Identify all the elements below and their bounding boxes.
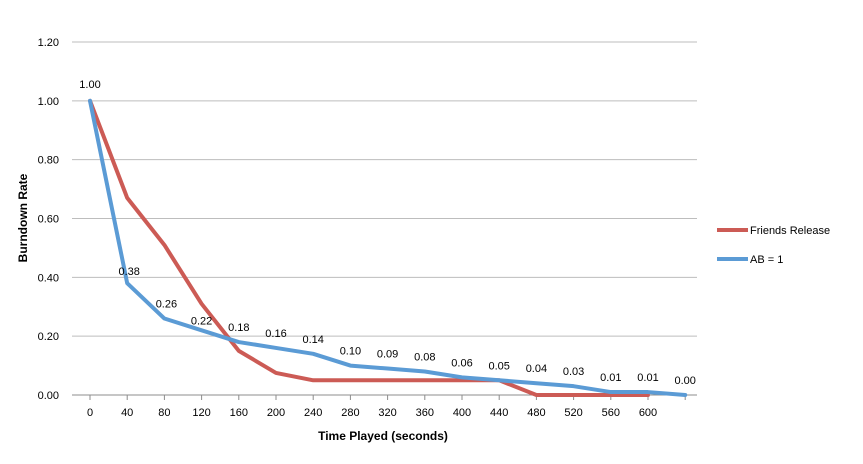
data-labels: 1.00 0.38 0.26 0.22 0.18 0.16 0.14 0.10 0.09 0.08… xyxy=(79,79,696,387)
y-tick-label: 1.00 xyxy=(38,96,59,108)
legend: Friends Release AB = 1 xyxy=(717,225,830,266)
y-tick-label: 0.00 xyxy=(38,390,59,402)
x-tick-label: 600 xyxy=(639,407,657,419)
series-line-friends-release xyxy=(88,98,650,397)
gridlines xyxy=(72,41,697,396)
x-tick-label: 440 xyxy=(490,407,508,419)
x-tick-label: 80 xyxy=(158,407,170,419)
data-label: 0.01 xyxy=(600,372,621,384)
x-tick-label: 560 xyxy=(602,407,620,419)
data-label: 0.18 xyxy=(228,322,249,334)
data-label: 0.01 xyxy=(637,372,658,384)
data-label: 0.06 xyxy=(451,357,472,369)
y-axis-ticks: 0.00 0.20 0.40 0.60 0.80 1.00 1.20 xyxy=(38,37,59,402)
data-label: 0.09 xyxy=(377,349,398,361)
legend-label: Friends Release xyxy=(750,225,830,237)
data-label: 0.03 xyxy=(563,366,584,378)
data-label: 0.00 xyxy=(674,375,695,387)
data-label: 0.26 xyxy=(156,299,177,311)
x-tick-label: 480 xyxy=(527,407,545,419)
data-label: 0.05 xyxy=(488,360,509,372)
x-tick-label: 360 xyxy=(416,407,434,419)
x-tick-label: 0 xyxy=(87,407,93,419)
data-label: 0.04 xyxy=(526,363,547,375)
x-tick-label: 400 xyxy=(453,407,471,419)
x-tick-label: 200 xyxy=(267,407,285,419)
y-tick-label: 1.20 xyxy=(38,37,59,49)
series-line-ab-1 xyxy=(88,98,688,397)
x-tick-label: 280 xyxy=(341,407,359,419)
y-tick-label: 0.40 xyxy=(38,272,59,284)
data-label: 1.00 xyxy=(79,79,100,91)
y-tick-label: 0.80 xyxy=(38,155,59,167)
x-tick-label: 160 xyxy=(230,407,248,419)
legend-label: AB = 1 xyxy=(750,254,783,266)
y-axis-title: Burndown Rate xyxy=(16,173,30,262)
x-tick-label: 120 xyxy=(192,407,210,419)
data-label: 0.08 xyxy=(414,351,435,363)
x-tick-label: 240 xyxy=(304,407,322,419)
y-tick-label: 0.60 xyxy=(38,214,59,226)
x-tick-label: 520 xyxy=(564,407,582,419)
x-tick-label: 40 xyxy=(121,407,133,419)
y-tick-label: 0.20 xyxy=(38,331,59,343)
series-lines xyxy=(88,98,688,397)
x-axis-ticks: 0 40 80 120 160 200 240 280 320 360 400 440 480 520 56… xyxy=(87,395,686,419)
data-label: 0.14 xyxy=(302,334,323,346)
x-axis-title: Time Played (seconds) xyxy=(318,429,448,443)
data-label: 0.10 xyxy=(340,346,361,358)
data-label: 0.22 xyxy=(191,315,212,327)
data-label: 0.38 xyxy=(118,266,139,278)
x-tick-label: 320 xyxy=(378,407,396,419)
data-label: 0.16 xyxy=(265,328,286,340)
